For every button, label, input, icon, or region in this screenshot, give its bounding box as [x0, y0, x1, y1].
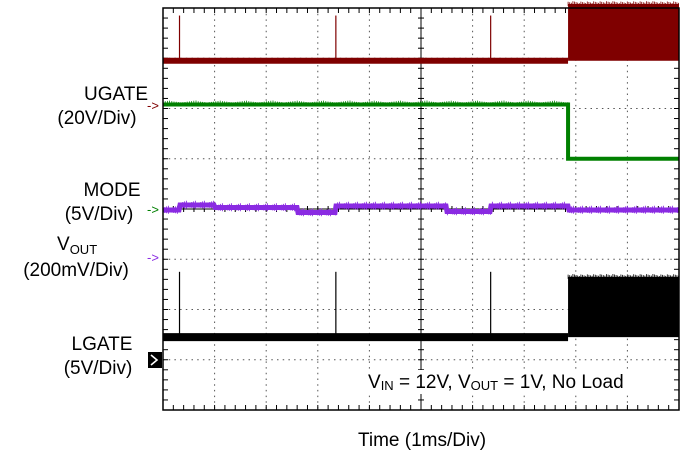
conditions-annotation: VIN = 12V, VOUT = 1V, No Load: [368, 372, 624, 393]
vout-label: VOUT: [57, 234, 97, 257]
plot-frame: [162, 7, 680, 411]
mode-scale: (5V/Div): [65, 204, 134, 225]
vout-scale: (200mV/Div): [23, 260, 129, 281]
x-axis-label: Time (1ms/Div): [358, 430, 486, 451]
ugate-trace-switching-band: [568, 3, 679, 61]
ugate-label: UGATE: [84, 84, 148, 105]
mode-marker: ->: [147, 202, 159, 217]
scope-traces: [162, 1, 679, 342]
lgate-trace-switching-band: [568, 276, 679, 338]
ugate-trace-switching-edges: [567, 1, 679, 6]
lgate-marker: [148, 352, 162, 368]
vout-marker: ->: [147, 250, 159, 265]
ugate-scale: (20V/Div): [57, 108, 136, 129]
lgate-trace-switching-edges: [567, 274, 679, 279]
ugate-marker: ->: [147, 98, 159, 113]
lgate-label: LGATE: [72, 334, 133, 355]
lgate-scale: (5V/Div): [64, 358, 133, 379]
mode-label: MODE: [84, 180, 141, 201]
vout-trace-noise: [162, 200, 679, 217]
annotation-background: [363, 370, 663, 394]
